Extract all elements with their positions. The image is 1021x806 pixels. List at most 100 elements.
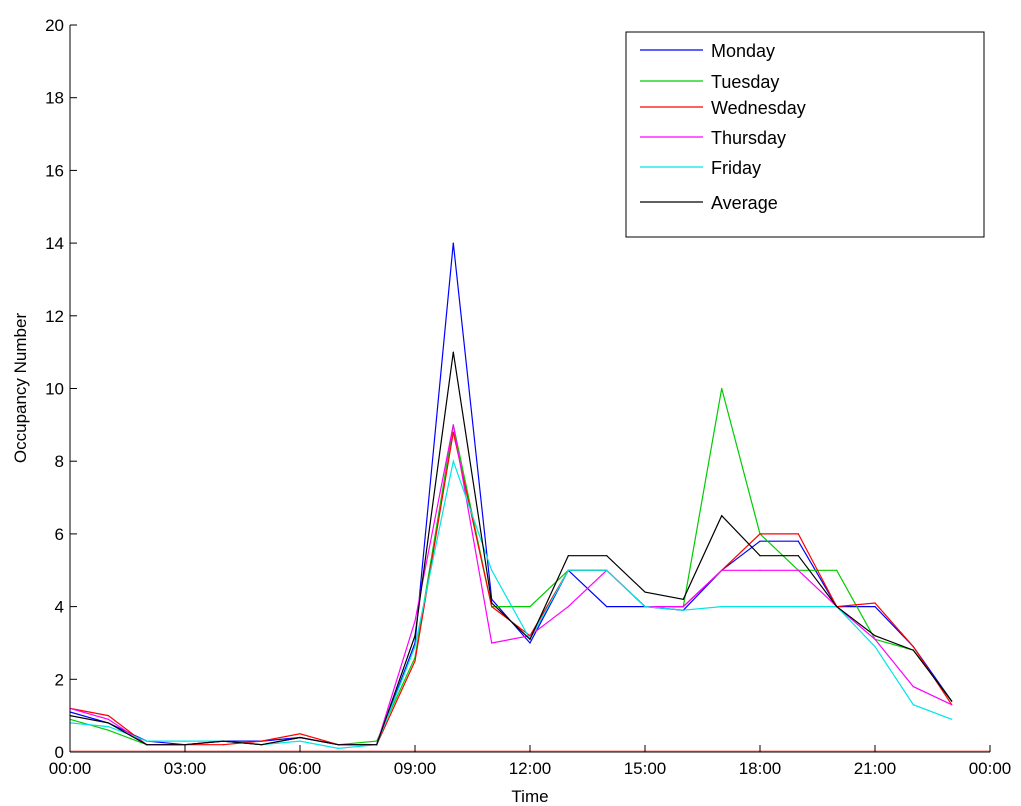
data-point-average [376, 744, 378, 746]
x-tick-label: 18:00 [739, 759, 782, 778]
x-ticks: 00:00 03:00 06:00 09:00 12:00 15:00 18:00 21:00… [49, 745, 1012, 778]
y-tick-label: 16 [45, 161, 64, 180]
data-point-wednesday [491, 606, 493, 608]
data-point-average [797, 555, 799, 557]
legend: Monday Tuesday Wednesday Thursday Friday Aver… [625, 31, 985, 238]
data-point-tuesday [836, 569, 838, 571]
data-point-thursday [107, 718, 109, 720]
x-tick-label: 15:00 [624, 759, 667, 778]
data-point-friday [912, 704, 914, 706]
data-point-average [261, 744, 263, 746]
data-point-wednesday [261, 740, 263, 742]
y-tick-label: 20 [45, 16, 64, 35]
data-point-friday [797, 606, 799, 608]
y-tick-label: 8 [55, 452, 64, 471]
data-point-average [491, 602, 493, 604]
data-point-friday [337, 747, 339, 749]
data-point-average [414, 635, 416, 637]
data-point-average [222, 740, 224, 742]
data-point-thursday [452, 424, 454, 426]
data-point-friday [491, 569, 493, 571]
data-point-monday [759, 540, 761, 542]
y-tick-label: 14 [45, 234, 64, 253]
data-point-thursday [414, 620, 416, 622]
x-tick-label: 00:00 [969, 759, 1012, 778]
data-point-average [682, 598, 684, 600]
data-point-wednesday [414, 660, 416, 662]
x-tick-label: 06:00 [279, 759, 322, 778]
data-point-friday [951, 718, 953, 720]
y-tick-label: 2 [55, 670, 64, 689]
data-point-average [721, 515, 723, 517]
legend-label-wednesday: Wednesday [711, 98, 806, 118]
data-point-friday [146, 740, 148, 742]
data-point-average [836, 606, 838, 608]
y-tick-label: 10 [45, 380, 64, 399]
data-point-average [874, 635, 876, 637]
data-point-friday [682, 609, 684, 611]
data-point-wednesday [299, 733, 301, 735]
data-point-tuesday [721, 387, 723, 390]
y-axis-title: Occupancy Number [11, 313, 30, 464]
data-point-monday [452, 242, 454, 244]
y-tick-label: 0 [55, 743, 64, 762]
data-point-wednesday [107, 715, 109, 717]
data-point-average [951, 700, 953, 702]
data-point-friday [452, 460, 454, 462]
data-point-average [606, 555, 608, 557]
data-point-average [644, 591, 646, 593]
data-point-thursday [491, 642, 493, 644]
x-tick-label: 00:00 [49, 759, 92, 778]
data-point-thursday [951, 704, 953, 706]
data-point-thursday [567, 606, 569, 608]
data-point-tuesday [529, 606, 531, 608]
y-ticks: 0 2 4 6 8 10 12 14 16 18 20 [45, 16, 77, 762]
data-point-thursday [721, 569, 723, 571]
data-point-friday [299, 740, 301, 742]
x-tick-label: 12:00 [509, 759, 552, 778]
data-point-tuesday [376, 740, 378, 742]
data-point-wednesday [912, 645, 914, 648]
data-point-monday [797, 540, 799, 542]
x-tick-label: 03:00 [164, 759, 207, 778]
y-tick-label: 4 [55, 598, 64, 617]
data-point-average [452, 351, 454, 353]
legend-label-tuesday: Tuesday [711, 72, 779, 92]
data-point-friday [721, 606, 723, 608]
y-tick-label: 12 [45, 307, 64, 326]
data-point-average [146, 744, 148, 746]
series-layer [69, 242, 953, 750]
data-point-average [912, 649, 914, 651]
y-tick-label: 18 [45, 89, 64, 108]
x-tick-label: 21:00 [854, 759, 897, 778]
data-point-thursday [529, 635, 531, 637]
data-point-monday [874, 606, 876, 608]
data-point-average [299, 736, 301, 739]
data-point-wednesday [874, 602, 876, 604]
data-point-friday [184, 740, 186, 742]
data-point-friday [606, 569, 608, 571]
data-point-thursday [759, 569, 761, 571]
data-point-monday [529, 642, 531, 644]
data-point-thursday [874, 638, 876, 640]
x-axis-title: Time [511, 787, 548, 806]
data-point-wednesday [452, 431, 454, 433]
y-tick-label: 6 [55, 525, 64, 544]
data-point-average [107, 722, 109, 724]
data-point-average [759, 555, 761, 557]
data-point-average [567, 555, 569, 557]
data-point-wednesday [222, 744, 224, 746]
legend-label-thursday: Thursday [711, 128, 786, 148]
data-point-friday [644, 606, 646, 608]
data-point-friday [567, 569, 569, 571]
data-point-friday [107, 725, 109, 728]
legend-label-friday: Friday [711, 158, 761, 178]
legend-label-average: Average [711, 193, 778, 213]
series-line-average [69, 352, 953, 746]
data-point-friday [874, 645, 876, 648]
data-point-thursday [912, 685, 914, 688]
data-point-wednesday [797, 533, 799, 535]
data-point-thursday [682, 606, 684, 608]
data-point-friday [414, 645, 416, 648]
